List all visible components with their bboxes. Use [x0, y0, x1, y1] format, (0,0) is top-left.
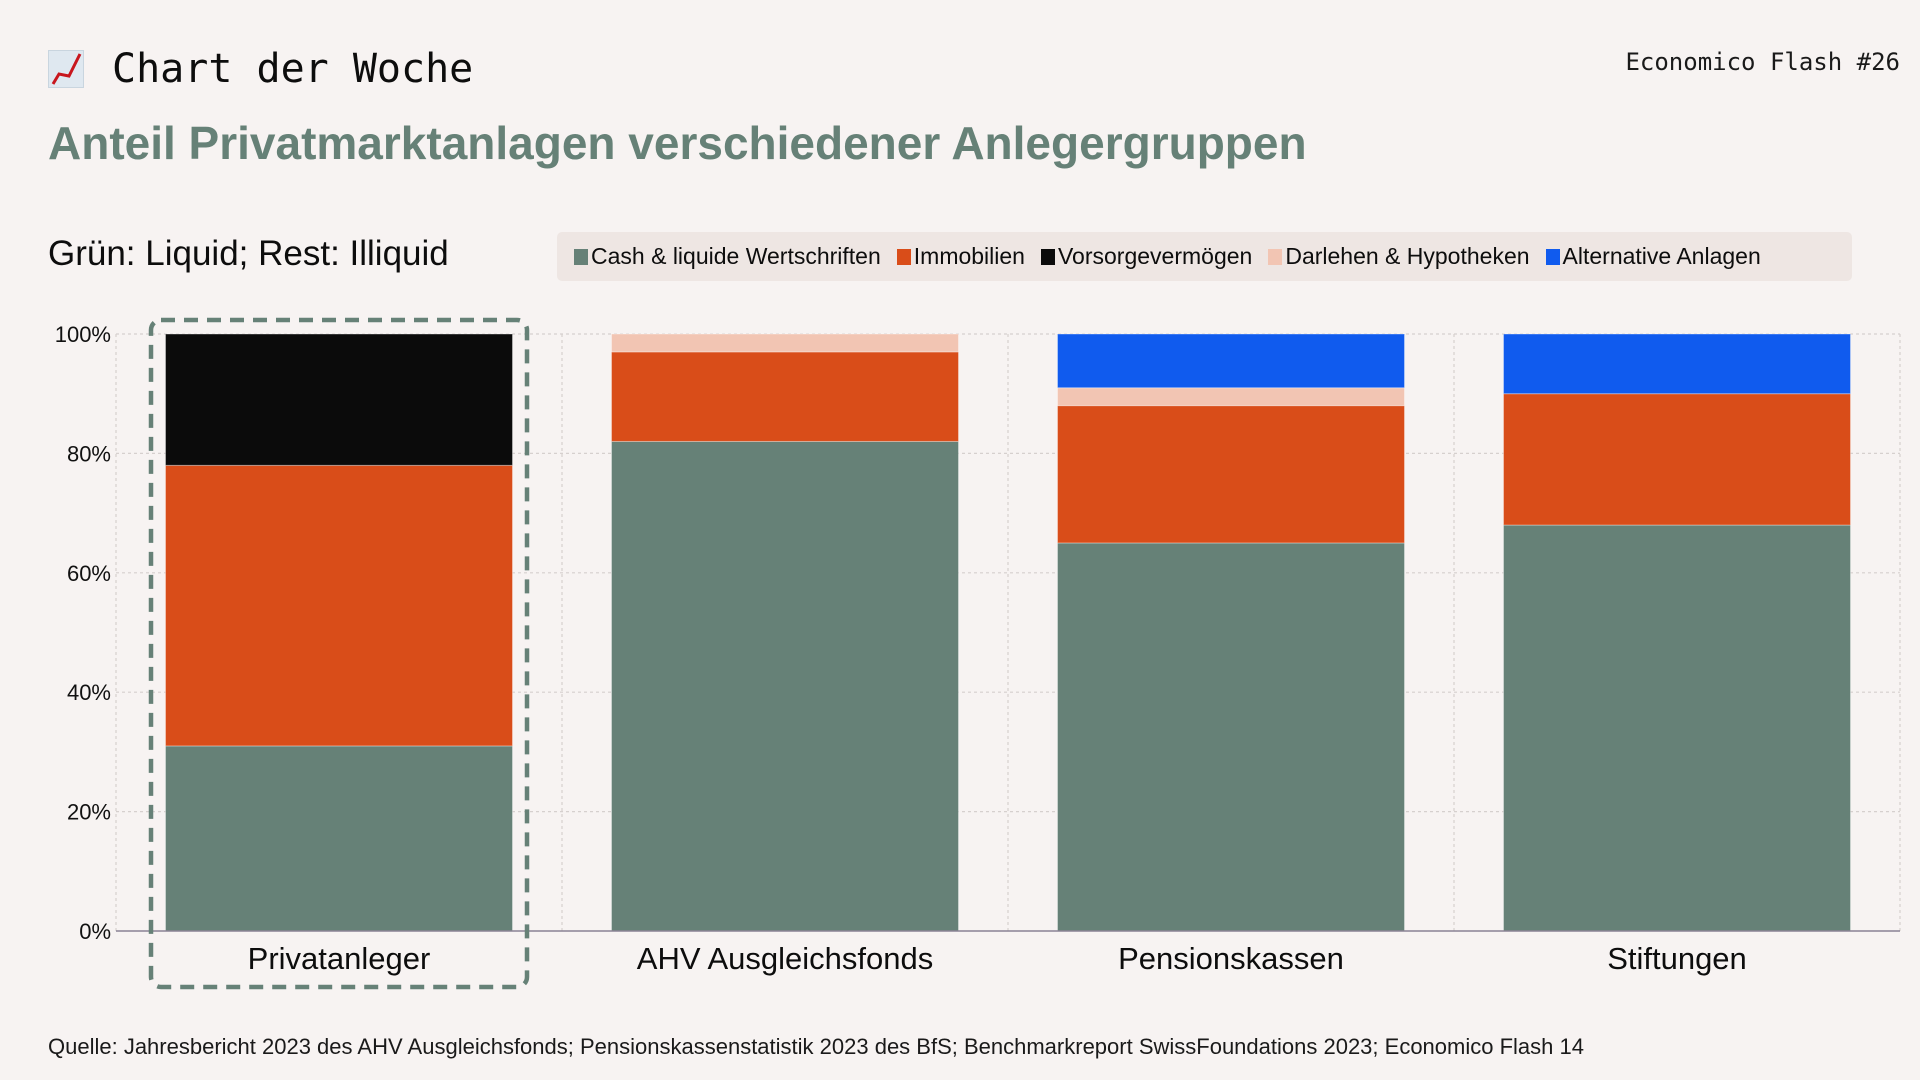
legend-label: Darlehen & Hypotheken [1285, 243, 1530, 269]
chart-subtitle: Grün: Liquid; Rest: Illiquid [48, 234, 449, 273]
issue-label: Economico Flash #26 [1625, 48, 1900, 76]
legend-item-darlehen: Darlehen & Hypotheken [1268, 243, 1530, 270]
highlight-box [148, 317, 530, 990]
legend-label: Alternative Anlagen [1562, 243, 1761, 269]
x-category-label: Pensionskassen [1118, 941, 1344, 976]
legend-swatch-cash [574, 248, 588, 265]
legend-item-cash: Cash & liquide Wertschriften [574, 243, 881, 270]
bar-segment-darlehen-hypotheken [1057, 387, 1405, 407]
x-category-label: Stiftungen [1607, 941, 1747, 976]
bar-segment-immobilien [1503, 393, 1851, 526]
bar-segment-vorsorgevermögen [165, 333, 513, 466]
legend-swatch-darlehen [1268, 248, 1283, 265]
bar-segment-immobilien [165, 464, 513, 747]
bar-segment-darlehen-hypotheken [611, 333, 959, 353]
kicker: Chart der Woche [48, 46, 473, 92]
legend-label: Cash & liquide Wertschriften [591, 243, 881, 269]
chart-title: Anteil Privatmarktanlagen verschiedener … [48, 117, 1307, 169]
legend-swatch-alternative [1545, 248, 1560, 265]
legend-label: Vorsorgevermögen [1057, 243, 1253, 269]
legend-swatch-immobilien [896, 248, 911, 265]
bar-segment-cash-liquide-wertschriften [1057, 542, 1405, 932]
chart-increasing-icon [48, 50, 84, 88]
x-category-label: Privatanleger [248, 941, 431, 976]
kicker-text: Chart der Woche [112, 46, 474, 92]
legend-item-vorsorge: Vorsorgevermögen [1040, 243, 1253, 270]
y-tick-label: 100% [55, 322, 111, 347]
bar-segment-alternative-anlagen [1057, 333, 1405, 389]
bar-segment-immobilien [611, 351, 959, 442]
y-tick-label: 40% [67, 680, 111, 705]
y-tick-label: 20% [67, 800, 111, 825]
legend-swatch-vorsorge [1040, 248, 1055, 265]
legend: Cash & liquide Wertschriften Immobilien … [557, 232, 1852, 281]
source-note: Quelle: Jahresbericht 2023 des AHV Ausgl… [48, 1034, 1584, 1059]
legend-label: Immobilien [913, 243, 1025, 269]
x-category-label: AHV Ausgleichsfonds [637, 941, 933, 976]
legend-item-immobilien: Immobilien [896, 243, 1025, 270]
bar-segment-cash-liquide-wertschriften [1503, 524, 1851, 932]
legend-item-alternative: Alternative Anlagen [1545, 243, 1761, 270]
y-tick-label: 0% [79, 919, 111, 944]
bar-segment-immobilien [1057, 405, 1405, 544]
y-tick-label: 80% [67, 441, 111, 466]
bar-segment-alternative-anlagen [1503, 333, 1851, 395]
y-tick-label: 60% [67, 561, 111, 586]
bar-segment-cash-liquide-wertschriften [611, 440, 959, 932]
bar-segment-cash-liquide-wertschriften [165, 745, 513, 932]
